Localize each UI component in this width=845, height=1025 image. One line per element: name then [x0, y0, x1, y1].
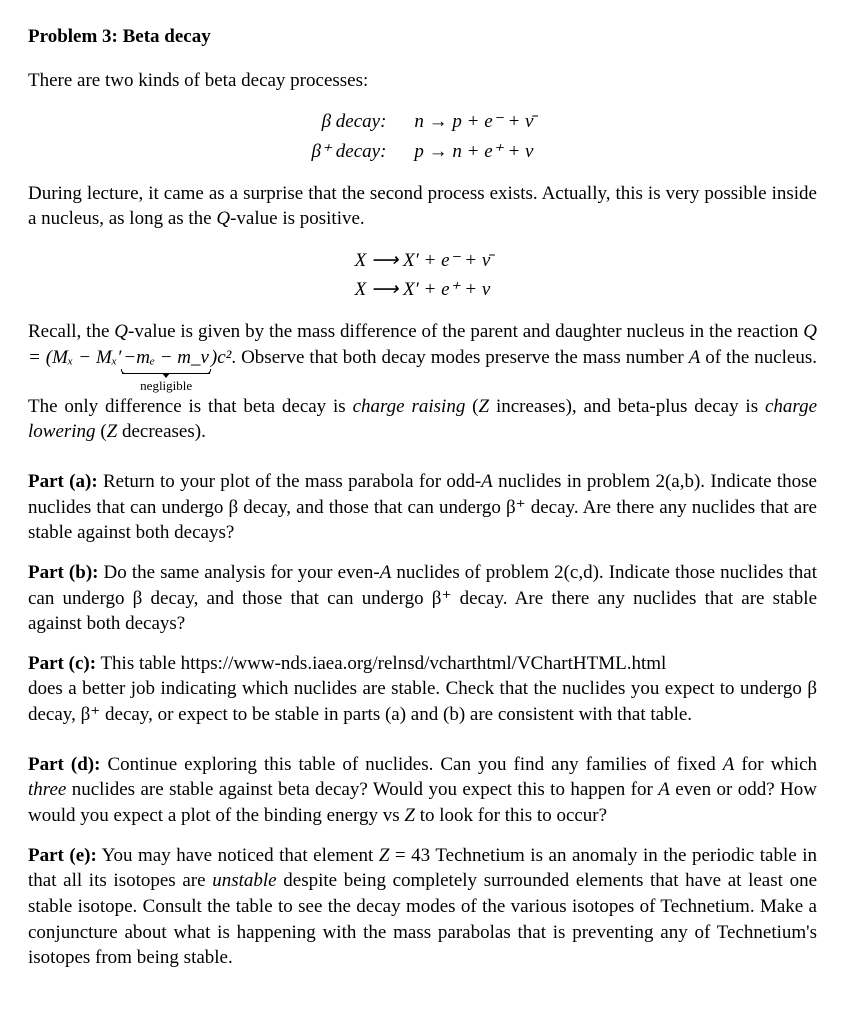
eq1-row1-eq: n → p + e⁻ + ν̄ [414, 111, 533, 132]
beta-decay-equations: β decay: n → p + e⁻ + ν̄ β⁺ decay: p → n… [28, 107, 817, 166]
part-e-label: Part (e): [28, 845, 97, 866]
paragraph-3: Recall, the Q-value is given by the mass… [28, 319, 817, 445]
eq1-row2-label: β⁺ decay: [312, 141, 387, 162]
problem-title: Problem 3: Beta decay [28, 24, 817, 50]
part-b: Part (b): Do the same analysis for your … [28, 560, 817, 637]
part-a-label: Part (a): [28, 471, 98, 492]
part-a: Part (a): Return to your plot of the mas… [28, 469, 817, 546]
part-b-label: Part (b): [28, 562, 98, 583]
part-e: Part (e): You may have noticed that elem… [28, 843, 817, 971]
part-d: Part (d): Continue exploring this table … [28, 752, 817, 829]
nucleus-decay-equations: X ⟶ X′ + e⁻ + ν̄ X ⟶ X′ + e⁺ + ν [28, 246, 817, 305]
paragraph-2: During lecture, it came as a surprise th… [28, 181, 817, 232]
eq1-row1-label: β decay: [322, 111, 387, 132]
part-c: Part (c): This table https://www-nds.iae… [28, 651, 817, 728]
intro-text: There are two kinds of beta decay proces… [28, 68, 817, 94]
eq2-row2: X ⟶ X′ + e⁺ + ν [355, 279, 491, 300]
part-d-label: Part (d): [28, 754, 100, 775]
eq1-row2-eq: p → n + e⁺ + ν [414, 141, 533, 162]
underbrace-negligible: −mₑ − m_ν negligible [121, 345, 211, 394]
part-c-label: Part (c): [28, 653, 96, 674]
eq2-row1: X ⟶ X′ + e⁻ + ν̄ [355, 250, 491, 271]
